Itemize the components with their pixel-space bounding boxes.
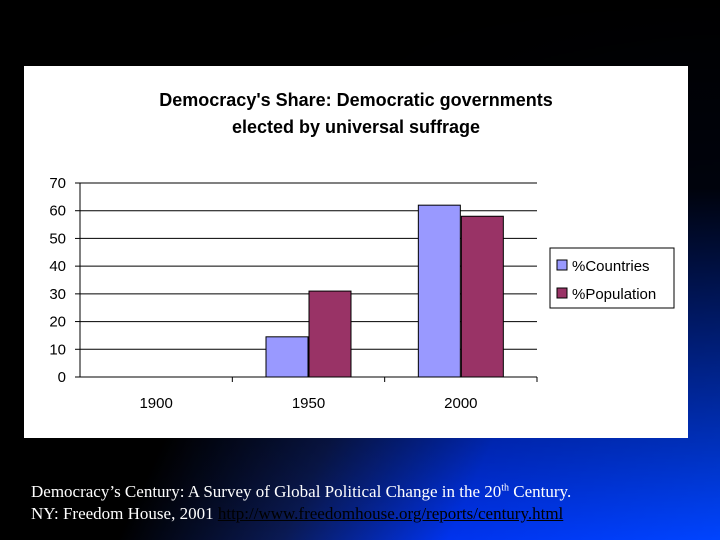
y-tick-label: 30 <box>49 286 66 303</box>
bar-population <box>308 290 352 378</box>
caption-superscript: th <box>501 482 510 494</box>
x-tick-label: 2000 <box>444 395 477 412</box>
axis-layer: 0 10 20 30 40 50 60 70 1900 1950 2000 <box>49 175 538 412</box>
y-tick-label: 60 <box>49 203 66 220</box>
legend-box <box>549 247 675 309</box>
legend-label: %Countries <box>572 258 650 275</box>
bar-countries <box>417 204 461 378</box>
chart-title-line-2: elected by universal suffrage <box>232 117 480 137</box>
caption-text-2: NY: Freedom House, 2001 <box>31 504 218 523</box>
chart-title-line-1: Democracy's Share: Democratic government… <box>159 90 552 110</box>
chart-panel: Democracy's Share: Democratic government… <box>24 66 688 438</box>
source-caption: Democracy’s Century: A Survey of Global … <box>31 481 711 525</box>
bar-countries <box>265 336 309 378</box>
bar-layer <box>265 204 504 378</box>
source-link[interactable]: http://www.freedomhouse.org/reports/cent… <box>217 504 564 523</box>
y-tick-label: 0 <box>58 369 66 386</box>
y-tick-label: 70 <box>49 175 66 192</box>
caption-line-2: NY: Freedom House, 2001 http://www.freed… <box>31 503 711 525</box>
bar-population <box>460 215 504 378</box>
legend: %Countries %Population <box>549 247 675 309</box>
y-tick-label: 40 <box>49 258 66 275</box>
caption-line-1: Democracy’s Century: A Survey of Global … <box>31 481 711 503</box>
chart: Democracy's Share: Democratic government… <box>49 90 675 412</box>
x-tick-label: 1950 <box>292 395 325 412</box>
caption-text-1: Democracy’s Century: A Survey of Global … <box>31 482 502 501</box>
legend-label: %Population <box>572 286 656 303</box>
y-tick-label: 20 <box>49 314 66 331</box>
caption-text-1b: Century. <box>509 482 572 501</box>
legend-swatch <box>556 287 568 299</box>
y-tick-label: 50 <box>49 230 66 247</box>
legend-swatch <box>556 259 568 271</box>
y-tick-label: 10 <box>49 341 66 358</box>
x-tick-label: 1900 <box>139 395 172 412</box>
